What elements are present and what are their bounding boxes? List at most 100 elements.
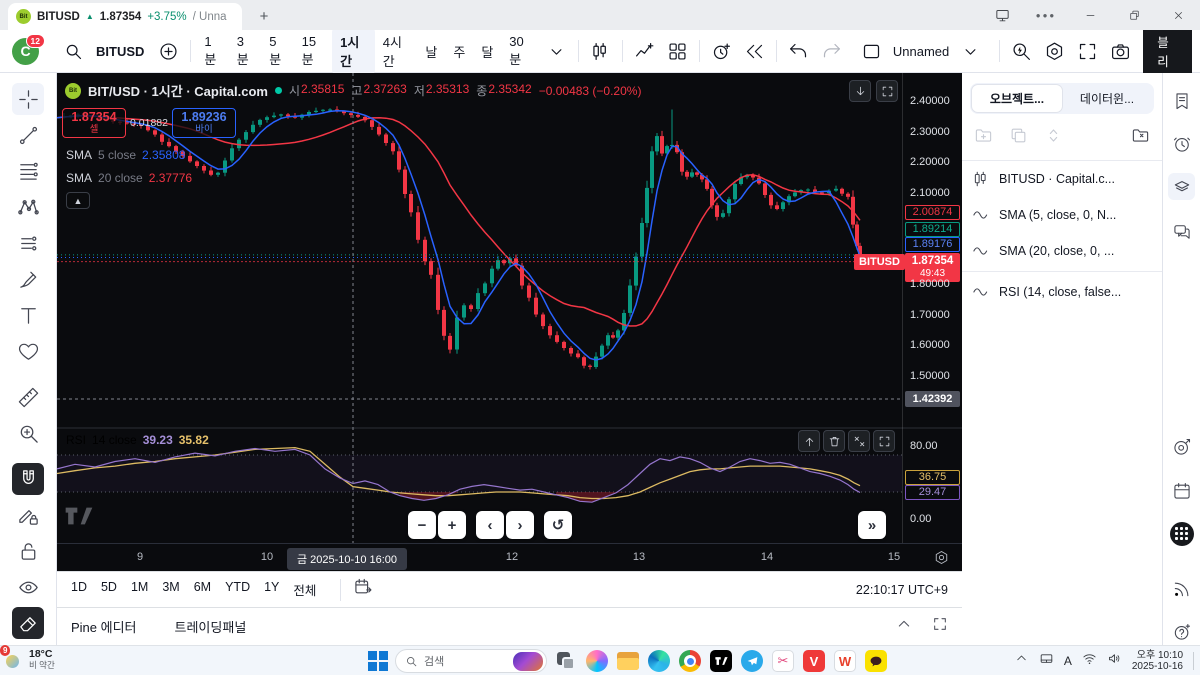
tray-chevron-icon[interactable] [1014,651,1029,671]
ruler-tool[interactable] [12,381,44,413]
draw-lock-tool[interactable] [12,499,44,531]
rsi-collapse-button[interactable] [848,430,870,452]
copilot-taskbar-icon[interactable] [585,649,609,673]
scroll-to-recent-button[interactable] [849,80,871,102]
tab-objects[interactable]: 오브젝트... [972,85,1062,112]
zoom-in-tool[interactable] [12,417,44,449]
go-to-realtime-button[interactable]: » [858,511,886,539]
kakao-taskbar-icon[interactable] [864,649,888,673]
brush-tool[interactable] [12,263,44,295]
explorer-taskbar-icon[interactable] [616,649,640,673]
blue-app-taskbar-icon[interactable] [740,649,764,673]
ideas-icon[interactable] [1168,433,1195,460]
clone-icon[interactable] [1009,126,1028,150]
chevron-down-icon[interactable] [540,36,573,67]
scroll-right-button[interactable]: › [506,511,534,539]
magnet-tool[interactable] [12,463,44,495]
close-button[interactable] [1156,0,1200,30]
trend-line-tool[interactable] [12,119,44,151]
vivaldi-taskbar-icon[interactable]: V [802,649,826,673]
buy-button[interactable]: 1.89236 바이 [172,108,236,138]
avatar[interactable]: C 12 [12,33,45,65]
new-tab-button[interactable]: + [259,7,269,25]
projection-tool[interactable] [12,227,44,259]
rsi-delete-button[interactable] [823,430,845,452]
rsi-legend[interactable]: RSI 14 close 39.23 35.82 [66,433,209,447]
apps-icon[interactable] [1168,520,1195,547]
range-1D[interactable]: 1D [71,580,87,594]
minimize-button[interactable] [1068,0,1112,30]
range-5D[interactable]: 5D [100,580,117,594]
help-icon[interactable] [1168,618,1195,645]
range-6M[interactable]: 6M [193,580,212,594]
tradingview-taskbar-icon[interactable] [709,649,733,673]
tray-clock[interactable]: 오후 10:10 2025-10-16 [1131,649,1183,673]
timeframe-15분[interactable]: 15분 [301,34,317,67]
timeframe-날[interactable]: 날 [425,44,438,60]
redo-icon[interactable] [815,36,848,67]
range-1Y[interactable]: 1Y [264,580,280,594]
layout-select[interactable]: Unnamed [848,31,994,72]
w-app-taskbar-icon[interactable]: W [833,649,857,673]
go-to-date-icon[interactable] [353,577,373,602]
range-전체[interactable]: 전체 [293,584,317,598]
wifi-icon[interactable] [1082,651,1097,671]
browser-menu-icon[interactable]: ●●● [1035,10,1057,20]
sma20-legend[interactable]: SMA 20 close 2.37776 [66,171,192,185]
price-axis[interactable]: 2.00874 1.89214 1.89176 1.87354 49:43 1.… [902,73,962,543]
ime-indicator[interactable]: A [1063,654,1072,668]
timeframe-30분[interactable]: 30분 [509,34,524,67]
panel-maximize-icon[interactable] [932,616,948,637]
pattern-tool[interactable] [12,191,44,223]
quick-search-icon[interactable] [1005,36,1038,67]
zoom-in-button[interactable]: + [438,511,466,539]
symbol-search[interactable]: BITUSD [49,32,152,71]
text-tool[interactable] [12,299,44,331]
object-tree-icon[interactable] [1168,173,1195,200]
timeframe-주[interactable]: 주 [453,44,466,60]
object-tree-row[interactable]: SMA (20, close, 0, ... [962,233,1162,269]
server-clock[interactable]: 22:10:17 UTC+9 [855,582,948,597]
rsi-maximize-button[interactable] [873,430,895,452]
crosshair-tool[interactable] [12,83,44,115]
touchpad-icon[interactable] [1039,651,1054,671]
edge-taskbar-icon[interactable] [647,649,671,673]
indicators-icon[interactable] [628,36,661,67]
start-button[interactable] [368,651,388,671]
object-tree-row[interactable]: BITUSD · Capital.c... [962,161,1162,197]
timeframe-4시간[interactable]: 4시간 [382,35,402,69]
timeframe-1분[interactable]: 1분 [204,34,217,67]
range-1M[interactable]: 1M [130,580,149,594]
sort-icon[interactable] [1044,126,1063,150]
volume-icon[interactable] [1107,651,1122,671]
candlestick-chart[interactable] [57,73,962,543]
replay-icon[interactable] [738,36,771,67]
add-group-icon[interactable] [974,126,993,150]
weather-widget[interactable]: 9 18°C 비 약간 [0,645,55,670]
compare-add-icon[interactable] [152,36,185,67]
timeframe-달[interactable]: 달 [481,44,494,60]
pane-maximize-button[interactable] [876,80,898,102]
axis-settings-icon[interactable] [933,549,950,571]
chart-pane[interactable]: Bit BIT/USD · 1시간 · Capital.com 시 2.35815… [57,73,962,571]
sma5-legend[interactable]: SMA 5 close 2.35808 [66,148,185,162]
task-view-taskbar-icon[interactable] [554,649,578,673]
object-tree-row[interactable]: RSI (14, close, false... [962,274,1162,310]
calendar-icon[interactable] [1168,477,1195,504]
taskbar-search[interactable]: 검색 [395,649,547,673]
browser-tab[interactable]: Bit BITUSD ▲ 1.87354 +3.75% / Unna [8,3,242,30]
scroll-left-button[interactable]: ‹ [476,511,504,539]
time-axis[interactable]: 금 2025-10-10 16:00 9 10 12 13 14 15 [57,543,962,571]
timeframe-3분[interactable]: 3분 [236,34,249,67]
watchlist-icon[interactable] [1168,87,1195,114]
layout-grid-icon[interactable] [661,36,694,67]
eye-tool[interactable] [12,571,44,603]
snapshot-camera-icon[interactable] [1104,36,1137,67]
fullscreen-icon[interactable] [1071,36,1104,67]
manage-drawings-icon[interactable] [1131,126,1150,150]
range-YTD[interactable]: YTD [225,580,251,594]
tab-data-window[interactable]: 데이터윈... [1079,92,1135,106]
sell-button[interactable]: 1.87354 셀 [62,108,126,138]
snip-taskbar-icon[interactable]: ✂ [771,649,795,673]
object-tree-row[interactable]: SMA (5, close, 0, N... [962,197,1162,233]
